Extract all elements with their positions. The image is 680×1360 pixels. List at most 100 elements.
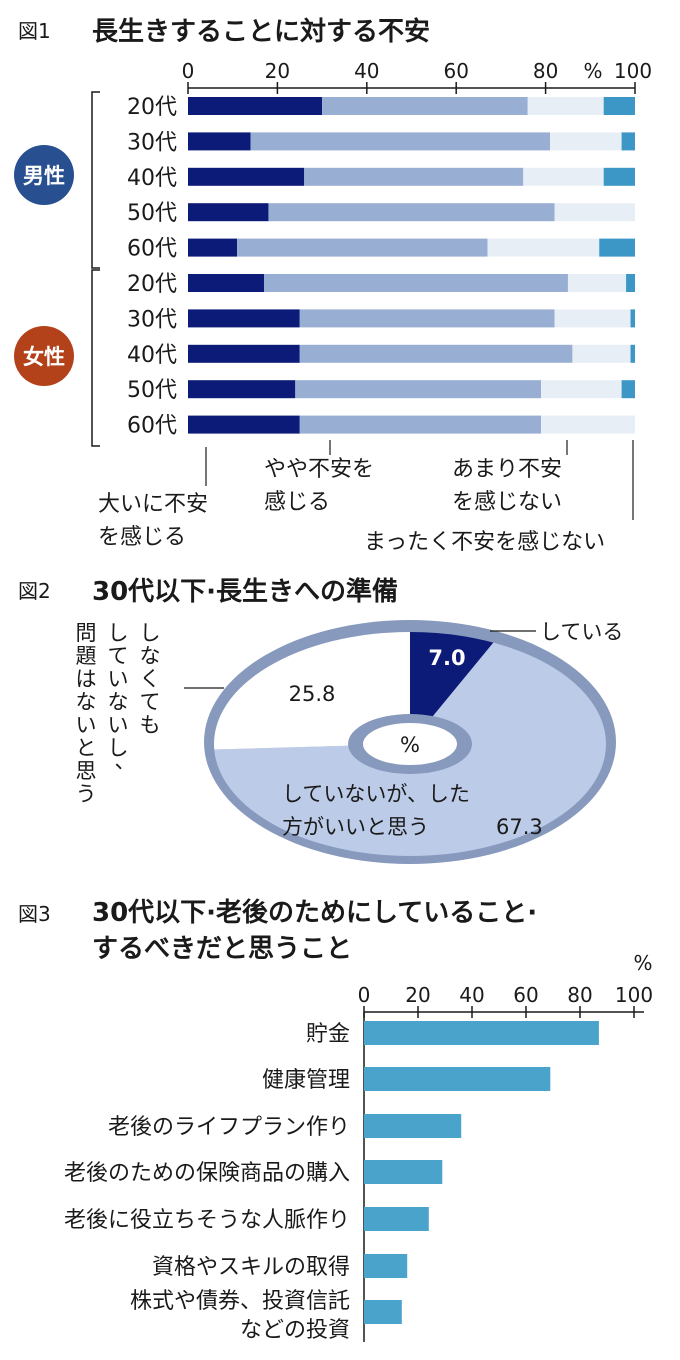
figure-3-category-line: 資格やスキルの取得 <box>152 1255 350 1280</box>
bar-somewhat <box>322 97 528 115</box>
figure-3-tick-label: 80 <box>567 983 592 1007</box>
figure-3-category-line: 老後のための保険商品の購入 <box>64 1161 350 1186</box>
pie-value-should: 67.3 <box>496 815 543 839</box>
figure-3-bar <box>364 1114 462 1138</box>
vertical-label-char: い <box>76 713 97 737</box>
figure-3-bar <box>364 1254 408 1278</box>
bar-notmuch <box>523 167 604 186</box>
figure-3-category-line: 老後のライフプラン作り <box>108 1115 350 1140</box>
figure-3-tick-label: 100 <box>615 983 653 1007</box>
bar-somewhat <box>304 167 524 186</box>
vertical-label-char: は <box>76 667 97 691</box>
vertical-label-char: 題 <box>76 644 97 668</box>
vertical-label-char: な <box>76 690 97 714</box>
figure-1-unit: % <box>583 59 602 83</box>
figure-3-category-label: 資格やスキルの取得 <box>152 1255 350 1280</box>
bar-notatall <box>621 132 635 151</box>
bar-very <box>188 415 300 434</box>
bar-notatall <box>603 97 635 115</box>
category-label: 60代 <box>127 237 177 262</box>
figure-3-category-labels: 貯金健康管理老後のライフプラン作り老後のための保険商品の購入老後に役立ちそうな人… <box>64 1022 350 1343</box>
figure-1-axis: 0 20 40 60 80 100 <box>182 59 652 94</box>
bar-somewhat <box>250 132 551 151</box>
bar-notatall <box>599 238 635 257</box>
bar-notmuch <box>554 203 635 222</box>
bar-somewhat <box>299 344 573 363</box>
female-badge-circle <box>14 326 74 386</box>
vertical-label-char: 思 <box>76 759 97 783</box>
bar-very <box>188 97 323 115</box>
bar-very <box>188 167 305 186</box>
bar-somewhat <box>263 274 568 292</box>
vertical-label-char: な <box>140 644 161 668</box>
bar-notmuch <box>554 309 631 328</box>
category-label: 20代 <box>127 272 177 297</box>
bar-notmuch <box>541 415 635 434</box>
bar-very <box>188 309 300 328</box>
figure-3-tick-label: 40 <box>459 983 484 1007</box>
pie-center-hole <box>363 723 457 765</box>
pie-label-doing: している <box>540 620 623 644</box>
bar-notatall <box>630 344 635 363</box>
legend-somewhat-line-1: やや不安を <box>264 457 374 482</box>
legend-notmuch-line-2: を感じない <box>452 490 562 515</box>
vertical-label-char: い <box>108 667 129 691</box>
category-label: 60代 <box>127 414 177 439</box>
figure-3-number: 図3 <box>18 902 51 926</box>
figure-3-tick-label: 0 <box>358 983 371 1007</box>
figure-3-category-label: 貯金 <box>306 1022 350 1047</box>
figure-3-category-label: 老後のライフプラン作り <box>108 1115 350 1140</box>
female-badge-label: 女性 <box>23 345 65 369</box>
figure-3: 図3 30代以下·老後のためにしていること· するべきだと思うこと % 0 20 4… <box>18 897 653 1343</box>
bar-somewhat <box>237 238 488 257</box>
male-badge-label: 男性 <box>23 164 65 188</box>
figure-1-tick-label: 60 <box>443 59 468 83</box>
vertical-label-char: く <box>140 667 161 691</box>
female-badge: 女性 <box>14 326 74 386</box>
figure-1-tick-label: 80 <box>533 59 558 83</box>
figure-3-title: 30代以下·老後のためにしていること· するべきだと思うこと <box>92 897 546 964</box>
bar-notmuch <box>541 380 622 399</box>
figure-3-category-label: 健康管理 <box>262 1068 350 1093</box>
vertical-label-char: し <box>108 621 129 645</box>
legend-somewhat: やや不安を 感じる <box>264 457 381 515</box>
pie-label-should-line-2: 方がいいと思う <box>282 815 429 839</box>
figure-3-bar <box>364 1300 402 1324</box>
vertical-label-char: な <box>108 690 129 714</box>
figure-3-axis: 0 20 40 60 80 100 <box>358 983 653 1018</box>
figure-3-tick-label: 20 <box>405 983 430 1007</box>
figure-3-bar <box>364 1021 599 1045</box>
bar-notmuch <box>487 238 600 257</box>
male-badge-circle <box>14 145 74 205</box>
figure-3-category-line: 老後に役立ちそうな人脈作り <box>64 1208 350 1233</box>
figure-3-category-line: 健康管理 <box>262 1068 350 1093</box>
vertical-label-char: も <box>140 713 161 737</box>
figure-3-category-line: などの投資 <box>240 1318 350 1343</box>
vertical-label-char: 、 <box>115 749 136 773</box>
bar-somewhat <box>299 415 542 434</box>
figure-1-tick-label: 40 <box>354 59 379 83</box>
category-label: 30代 <box>127 307 177 332</box>
bar-notmuch <box>550 132 622 151</box>
male-bracket <box>91 91 100 269</box>
legend-notmuch: あまり不安 を感じない <box>452 457 569 515</box>
category-label: 40代 <box>127 343 177 368</box>
pie-value-doing: 7.0 <box>428 646 465 670</box>
figure-3-category-line: 貯金 <box>306 1022 350 1047</box>
figure-1: 図1 長生きすることに対する不安 0 20 40 60 80 100 % 20代 30代 40… <box>14 17 652 555</box>
figure-3-bar <box>364 1207 429 1231</box>
figure-3-category-label: 株式や債券、投資信託などの投資 <box>130 1289 350 1343</box>
bar-notatall <box>621 380 635 399</box>
vertical-label-char: し <box>108 736 129 760</box>
bar-very <box>188 344 300 363</box>
legend-very-line-2: を感じる <box>98 525 186 550</box>
vertical-label-char: て <box>140 690 161 714</box>
bar-somewhat <box>268 203 555 222</box>
legend-somewhat-line-2: 感じる <box>264 490 330 515</box>
figure-1-title: 長生きすることに対する不安 <box>92 17 430 47</box>
female-bracket <box>91 269 100 447</box>
figure-3-category-line: 株式や債券、投資信託 <box>130 1289 350 1314</box>
figure-2-title: 30代以下·長生きへの準備 <box>92 576 398 607</box>
legend-notmuch-line-1: あまり不安 <box>452 457 562 482</box>
